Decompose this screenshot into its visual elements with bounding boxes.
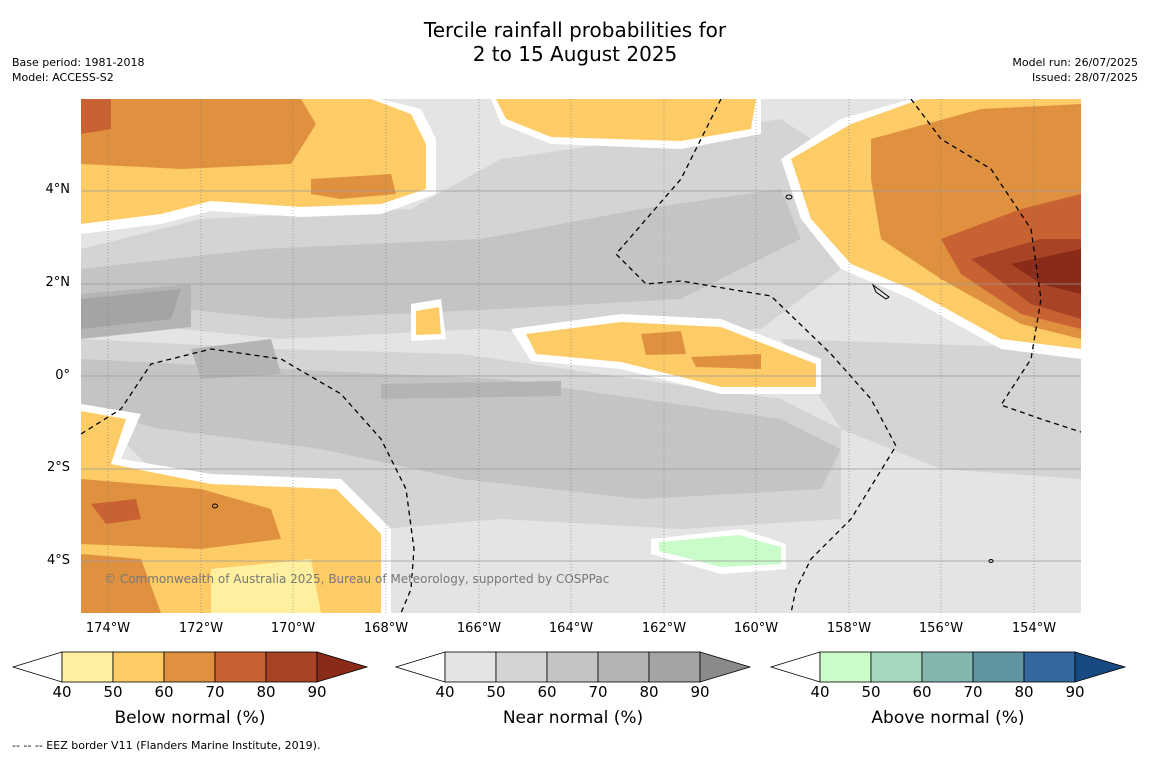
- colorbar-below-segment-80: [265, 651, 318, 683]
- colorbar-near-segment-80: [648, 651, 701, 683]
- colorbar-near-title: Near normal (%): [502, 708, 644, 728]
- near-normal-50-region-east: [781, 339, 1081, 479]
- near-normal-70-strip: [381, 381, 561, 399]
- colorbar-below-segment-40: [61, 651, 114, 683]
- colorbar-above-segment-60: [921, 651, 974, 683]
- map-canvas: [81, 99, 1081, 613]
- colorbar-near-tick-60: 60: [537, 683, 557, 701]
- colorbar-above-tick-90: 90: [1065, 683, 1085, 701]
- lon-tick-160w: 160°W: [733, 621, 779, 636]
- above-normal-50-patch: [659, 535, 781, 567]
- colorbar-above-tick-40: 40: [810, 683, 830, 701]
- colorbar-near-tick-70: 70: [588, 683, 608, 701]
- colorbar-below: [12, 651, 368, 683]
- below-normal-60-sw-corner: [81, 554, 161, 613]
- below-normal-70-nw: [81, 99, 111, 134]
- colorbar-above-min-extend: [770, 651, 821, 683]
- eez-borders: [81, 99, 1081, 613]
- meta-right: Model run: 26/07/2025 Issued: 28/07/2025: [1012, 55, 1138, 85]
- below-normal-60-center-a: [641, 331, 686, 355]
- map-title-line1: Tercile rainfall probabilities for: [423, 18, 727, 42]
- colorbar-above-segment-40: [819, 651, 872, 683]
- model-label: Model: ACCESS-S2: [12, 71, 114, 84]
- lon-tick-168w: 168°W: [363, 621, 409, 636]
- latitude-lines: [81, 190, 1081, 562]
- eez-footnote: -- -- -- EEZ border V11 (Flanders Marine…: [12, 739, 321, 752]
- colorbar-above-tick-80: 80: [1014, 683, 1034, 701]
- colorbar-near-tick-80: 80: [639, 683, 659, 701]
- colorbar-above-tick-60: 60: [912, 683, 932, 701]
- lon-tick-172w: 172°W: [178, 621, 224, 636]
- colorbar-near-segment-50: [495, 651, 548, 683]
- colorbar-above-segment-70: [972, 651, 1025, 683]
- colorbar-near-min-extend: [395, 651, 446, 683]
- colorbar-above-max-extend: [1074, 651, 1126, 683]
- islands: [212, 194, 994, 563]
- near-normal-60-region: [81, 189, 801, 319]
- issued-label: Issued: 28/07/2025: [1031, 71, 1138, 84]
- copyright-notice: © Commonwealth of Australia 2025, Bureau…: [104, 572, 610, 586]
- lon-tick-170w: 170°W: [270, 621, 316, 636]
- colorbar-below-max-extend: [316, 651, 368, 683]
- lon-tick-158w: 158°W: [826, 621, 872, 636]
- below-normal-50-nc: [496, 99, 756, 141]
- lon-tick-174w: 174°W: [85, 621, 131, 636]
- below-normal-60-nw-patch: [311, 174, 396, 199]
- colorbar-below-tick-70: 70: [205, 683, 225, 701]
- colorbar-near-tick-50: 50: [486, 683, 506, 701]
- lon-tick-166w: 166°W: [456, 621, 502, 636]
- colorbar-below-segment-50: [112, 651, 165, 683]
- colorbar-below-tick-80: 80: [256, 683, 276, 701]
- below-normal-60-center-b: [691, 354, 761, 369]
- colorbar-near-segment-60: [546, 651, 599, 683]
- model-run-label: Model run: 26/07/2025: [1012, 56, 1138, 69]
- colorbar-above-title: Above normal (%): [871, 708, 1025, 728]
- colorbar-above-tick-50: 50: [861, 683, 881, 701]
- colorbar-above-segment-50: [870, 651, 923, 683]
- colorbar-near-tick-90: 90: [690, 683, 710, 701]
- map-title: Tercile rainfall probabilities for 2 to …: [0, 18, 1150, 66]
- colorbar-below-segment-70: [214, 651, 267, 683]
- below-normal-70-sw: [91, 499, 141, 524]
- lon-tick-164w: 164°W: [548, 621, 594, 636]
- below-normal-60-sw: [81, 479, 281, 549]
- colorbar-near-tick-40: 40: [435, 683, 455, 701]
- colorbar-near: [395, 651, 751, 683]
- lat-tick-4s: 4°S: [46, 553, 70, 568]
- rainfall-map: © Commonwealth of Australia 2025, Bureau…: [81, 99, 1081, 613]
- map-title-line2: 2 to 15 August 2025: [472, 42, 678, 66]
- below-normal-40-sw: [211, 559, 321, 613]
- near-normal-60-region-south: [81, 359, 841, 499]
- colorbar-below-segment-60: [163, 651, 216, 683]
- colorbar-above-segment-80: [1023, 651, 1076, 683]
- colorbar-above: [770, 651, 1126, 683]
- lat-tick-2s: 2°S: [46, 460, 70, 475]
- near-normal-80-region: [81, 289, 181, 329]
- meta-left: Base period: 1981-2018 Model: ACCESS-S2: [12, 55, 144, 85]
- below-normal-90-ne: [1011, 249, 1081, 294]
- lon-tick-162w: 162°W: [641, 621, 687, 636]
- colorbar-below-min-extend: [12, 651, 63, 683]
- colorbar-above-tick-70: 70: [963, 683, 983, 701]
- colorbar-near-segment-70: [597, 651, 650, 683]
- lon-tick-156w: 156°W: [918, 621, 964, 636]
- lat-tick-2n: 2°N: [45, 275, 71, 290]
- colorbar-below-tick-90: 90: [307, 683, 327, 701]
- below-normal-50-center: [526, 322, 816, 387]
- colorbar-near-max-extend: [699, 651, 751, 683]
- colorbar-near-segment-40: [444, 651, 497, 683]
- below-normal-60-nw: [81, 99, 316, 169]
- colorbar-below-title: Below normal (%): [114, 708, 266, 728]
- colorbar-below-tick-60: 60: [154, 683, 174, 701]
- colorbar-below-tick-50: 50: [103, 683, 123, 701]
- base-period-label: Base period: 1981-2018: [12, 56, 145, 69]
- lon-tick-154w: 154°W: [1011, 621, 1057, 636]
- lat-tick-4n: 4°N: [45, 182, 71, 197]
- colorbar-below-tick-40: 40: [52, 683, 72, 701]
- below-normal-50-small: [416, 307, 441, 335]
- lat-tick-0: 0°: [55, 368, 70, 383]
